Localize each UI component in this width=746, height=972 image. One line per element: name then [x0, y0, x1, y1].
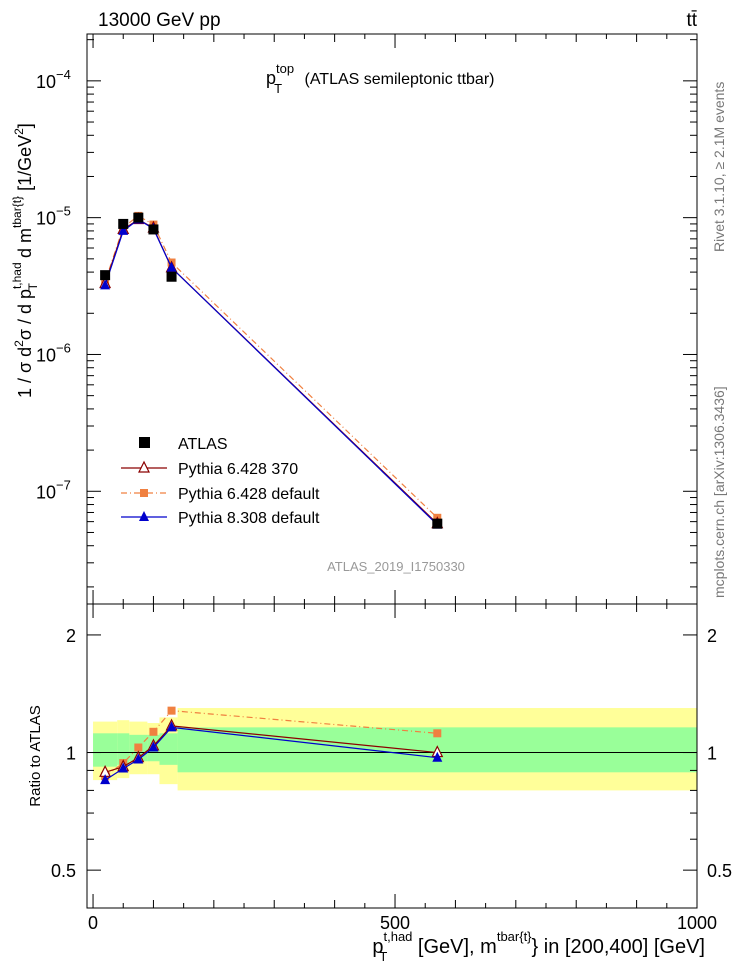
rivet-label: Rivet 3.1.10, ≥ 2.1M events — [711, 82, 727, 252]
point-py8-default — [166, 261, 177, 272]
ratio-point-py8-default — [166, 721, 177, 732]
ratio-point-py6-default — [134, 743, 143, 752]
series-layer — [99, 211, 444, 785]
title-p: p — [266, 68, 276, 88]
ratio-point-py6-default — [167, 706, 176, 715]
header-right: tt̄ — [686, 10, 697, 31]
series-line-py6-default — [104, 215, 438, 519]
main-y-tick-label: 10−4 — [36, 67, 71, 92]
title-sub: T — [274, 81, 282, 96]
main-title: ptop T (ATLAS semileptonic ttbar) — [266, 61, 494, 96]
ratio-y-tick-label-left: 2 — [66, 626, 76, 646]
ratio-point-py6-default — [149, 727, 158, 736]
ratio-y-tick-label-right: 1 — [707, 744, 717, 764]
ratio-frame — [86, 603, 698, 909]
series-line-py6-370 — [104, 218, 438, 525]
point-py8-default — [100, 279, 111, 290]
ratio-point-py8-default — [118, 762, 129, 773]
legend-label-py6-default: Pythia 6.428 default — [178, 486, 320, 503]
series-line-py8-default — [104, 218, 438, 526]
main-y-tick-label: 10−6 — [36, 340, 71, 365]
legend-marker-py6-370 — [138, 460, 150, 473]
main-y-tick-label: 10−7 — [36, 477, 71, 502]
legend-label-py8-default: Pythia 8.308 default — [178, 510, 320, 527]
legend-marker-py8-default — [139, 511, 149, 521]
legend-marker-atlas — [139, 437, 150, 448]
ratio-y-tick-label-left: 0.5 — [51, 861, 76, 881]
point-atlas — [148, 224, 159, 235]
ratio-bands — [87, 708, 697, 791]
ratio-point-py8-default — [100, 774, 111, 785]
ratio-y-tick-label-left: 1 — [66, 744, 76, 764]
ratio-point-py8-default — [148, 741, 159, 752]
ratio-ylabel: Ratio to ATLAS — [27, 705, 44, 806]
ratio-y-tick-label-right: 2 — [707, 626, 717, 646]
point-py8-default — [118, 224, 129, 235]
legend: ATLAS Pythia 6.428 370 Pythia 6.428 defa… — [121, 436, 320, 527]
point-atlas — [118, 218, 129, 229]
band-inner — [93, 733, 118, 767]
ratio-point-py8-default — [432, 751, 443, 762]
band-inner — [159, 733, 178, 765]
header-left: 13000 GeV pp — [98, 10, 221, 31]
x-tick-label: 500 — [380, 913, 410, 933]
band-inner — [117, 733, 130, 765]
x-tick-label: 0 — [88, 913, 98, 933]
ratio-point-py6-default — [433, 729, 442, 738]
ratio-point-py8-default — [133, 753, 144, 764]
ratio-y-tick-label-right: 0.5 — [707, 861, 732, 881]
point-atlas — [432, 518, 443, 529]
main-ylabel: 1 / σ d2σ / d pt,had T d mtbar{t} [1/GeV2… — [10, 123, 40, 398]
x-axis-label: pt,had T [GeV], mtbar{t}} in [200,400] [G… — [372, 929, 705, 964]
title-rest: (ATLAS semileptonic ttbar) — [300, 71, 494, 88]
point-atlas — [166, 271, 177, 282]
main-y-tick-label: 10−5 — [36, 204, 71, 229]
point-atlas — [100, 270, 111, 281]
point-atlas — [133, 212, 144, 223]
title-sup: top — [276, 61, 294, 76]
x-tick-label: 1000 — [677, 913, 717, 933]
axes: 0 500 1000 10−4 10−5 10−6 10−7 2 2 1 1 0.5 0.5 — [36, 34, 732, 933]
legend-marker-py6-default — [140, 489, 148, 497]
mcplots-label: mcplots.cern.ch [arXiv:1306.3436] — [711, 386, 727, 598]
watermark: ATLAS_2019_I1750330 — [327, 559, 465, 574]
legend-label-py6-370: Pythia 6.428 370 — [178, 461, 298, 478]
legend-label-atlas: ATLAS — [178, 436, 228, 453]
